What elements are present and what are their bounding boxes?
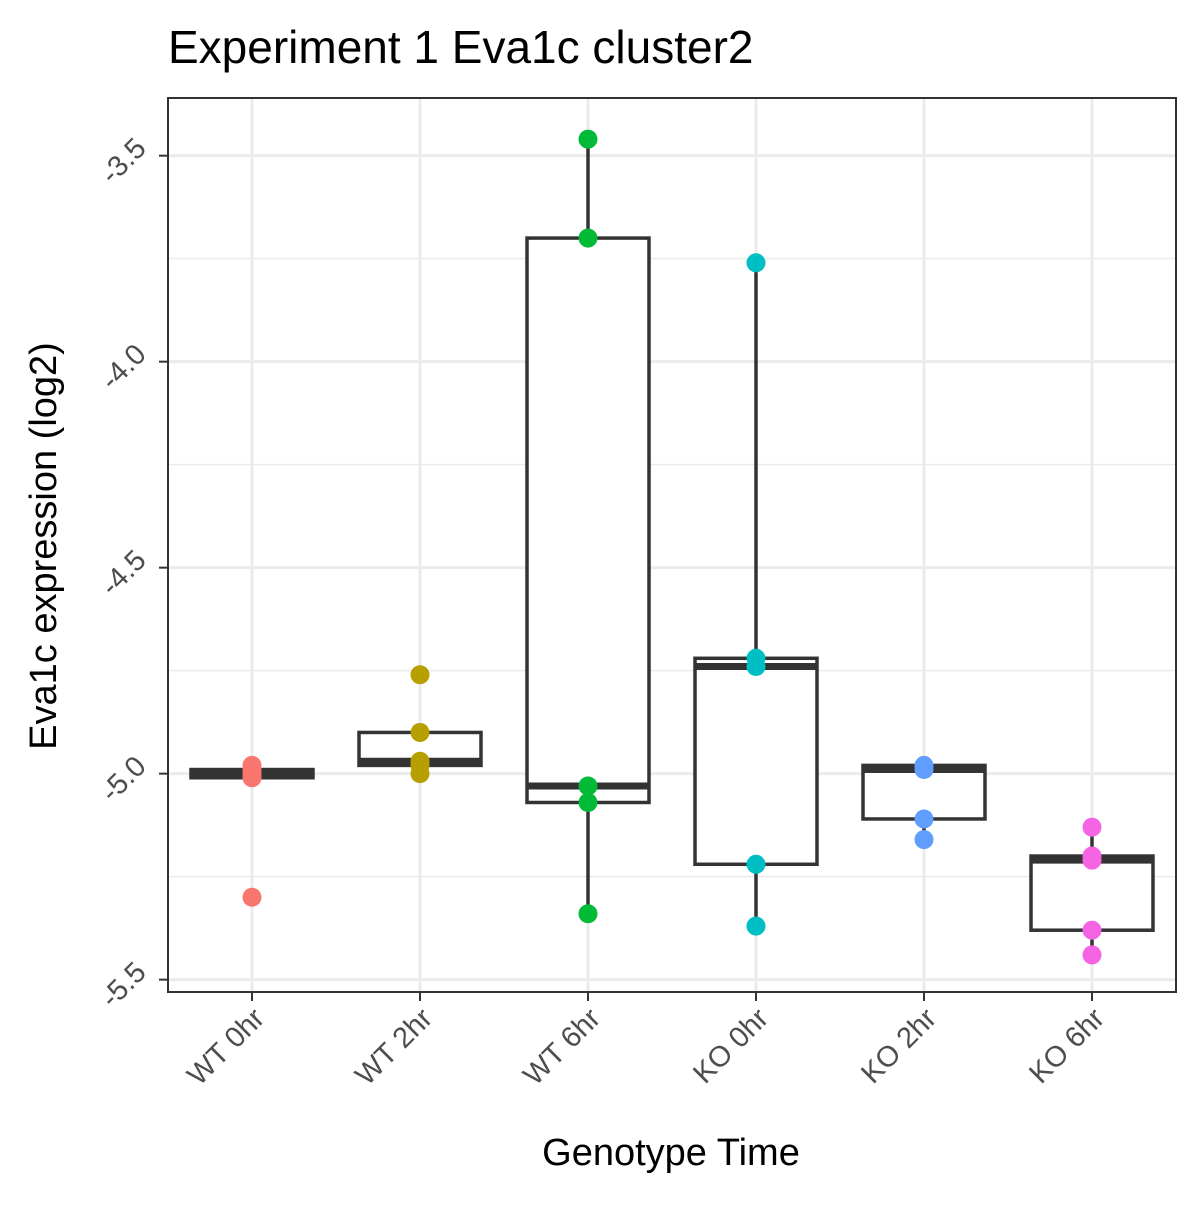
x-tick-label: WT 2hr xyxy=(349,1002,439,1092)
data-point xyxy=(1082,817,1102,837)
y-tick-label: -3.5 xyxy=(95,132,153,190)
data-point xyxy=(578,776,598,796)
y-axis-title: Eva1c expression (log2) xyxy=(23,342,65,750)
data-point xyxy=(746,657,766,677)
x-axis-title: Genotype Time xyxy=(542,1132,800,1174)
x-tick-label: KO 2hr xyxy=(855,1002,943,1090)
data-point xyxy=(746,916,766,936)
y-tick-label: -4.0 xyxy=(95,338,153,396)
data-point xyxy=(1082,920,1102,940)
y-tick-label: -5.0 xyxy=(95,750,153,808)
data-point xyxy=(746,854,766,874)
data-point xyxy=(410,764,430,784)
box-wt-6hr xyxy=(525,236,651,805)
data-point xyxy=(746,253,766,273)
data-point xyxy=(914,830,934,850)
data-point xyxy=(578,129,598,149)
chart-title: Experiment 1 Eva1c cluster2 xyxy=(168,21,754,73)
x-tick-label: WT 0hr xyxy=(181,1002,271,1092)
data-point xyxy=(914,760,934,780)
data-point xyxy=(410,665,430,685)
y-tick-label: -4.5 xyxy=(95,544,153,602)
data-point xyxy=(914,809,934,829)
data-point xyxy=(242,887,262,907)
plot-border xyxy=(167,97,1177,993)
data-point xyxy=(1082,850,1102,870)
x-tick-label: KO 0hr xyxy=(687,1002,775,1090)
x-tick-label: KO 6hr xyxy=(1023,1002,1111,1090)
data-point xyxy=(242,768,262,788)
data-point xyxy=(1082,945,1102,965)
plot-panel xyxy=(168,98,1176,992)
y-tick-label: -5.5 xyxy=(95,956,153,1014)
box-ko-0hr xyxy=(693,656,819,867)
data-point xyxy=(578,904,598,924)
data-point xyxy=(410,722,430,742)
data-point xyxy=(578,228,598,248)
data-point xyxy=(578,792,598,812)
x-tick-label: WT 6hr xyxy=(517,1002,607,1092)
